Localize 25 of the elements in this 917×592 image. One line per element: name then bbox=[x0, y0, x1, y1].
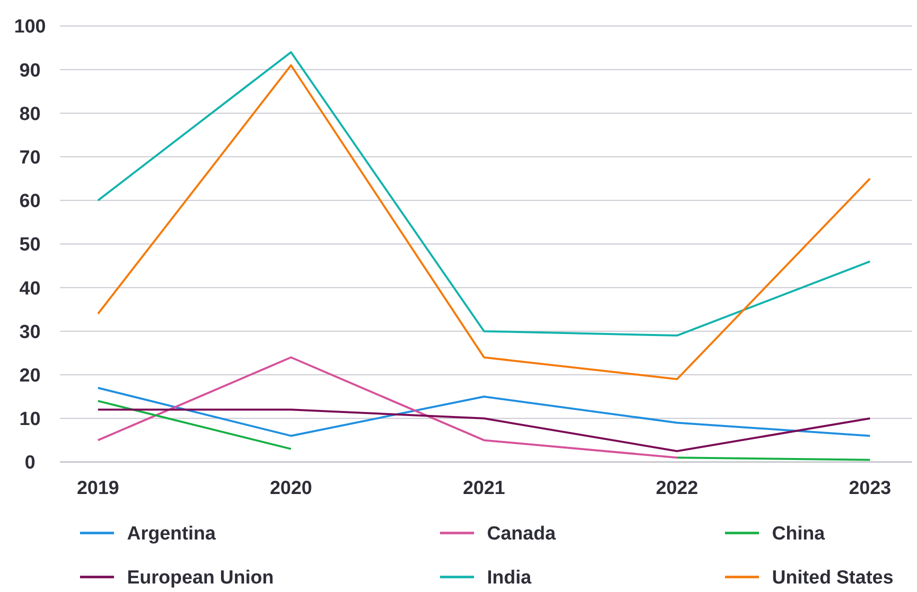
y-tick-label: 30 bbox=[19, 322, 41, 343]
legend-label: United States bbox=[772, 568, 894, 589]
line-series bbox=[97, 386, 871, 437]
legend-label: Argentina bbox=[127, 524, 216, 545]
x-tick-label: 2021 bbox=[462, 478, 506, 499]
y-tick-label: 90 bbox=[19, 60, 41, 82]
y-tick-label: 80 bbox=[19, 104, 41, 125]
legend-label: European Union bbox=[127, 568, 274, 589]
line-series bbox=[97, 51, 871, 337]
y-tick-label: 40 bbox=[19, 278, 41, 300]
y-tick-label: 100 bbox=[14, 16, 46, 38]
x-tick-label: 2019 bbox=[76, 478, 120, 499]
y-tick-label: 0 bbox=[24, 452, 36, 474]
y-tick-label: 50 bbox=[19, 234, 41, 256]
legend-label: Canada bbox=[487, 524, 556, 545]
x-tick-label: 2023 bbox=[848, 478, 892, 499]
line-series bbox=[97, 64, 871, 380]
legend-label: India bbox=[487, 568, 532, 589]
x-tick-label: 2022 bbox=[656, 478, 698, 499]
y-tick-label: 70 bbox=[19, 147, 41, 168]
y-tick-label: 10 bbox=[19, 409, 41, 430]
legend-label: China bbox=[772, 524, 826, 545]
x-tick-label: 2020 bbox=[270, 478, 312, 499]
y-tick-label: 20 bbox=[19, 365, 41, 386]
y-tick-label: 60 bbox=[19, 191, 41, 212]
